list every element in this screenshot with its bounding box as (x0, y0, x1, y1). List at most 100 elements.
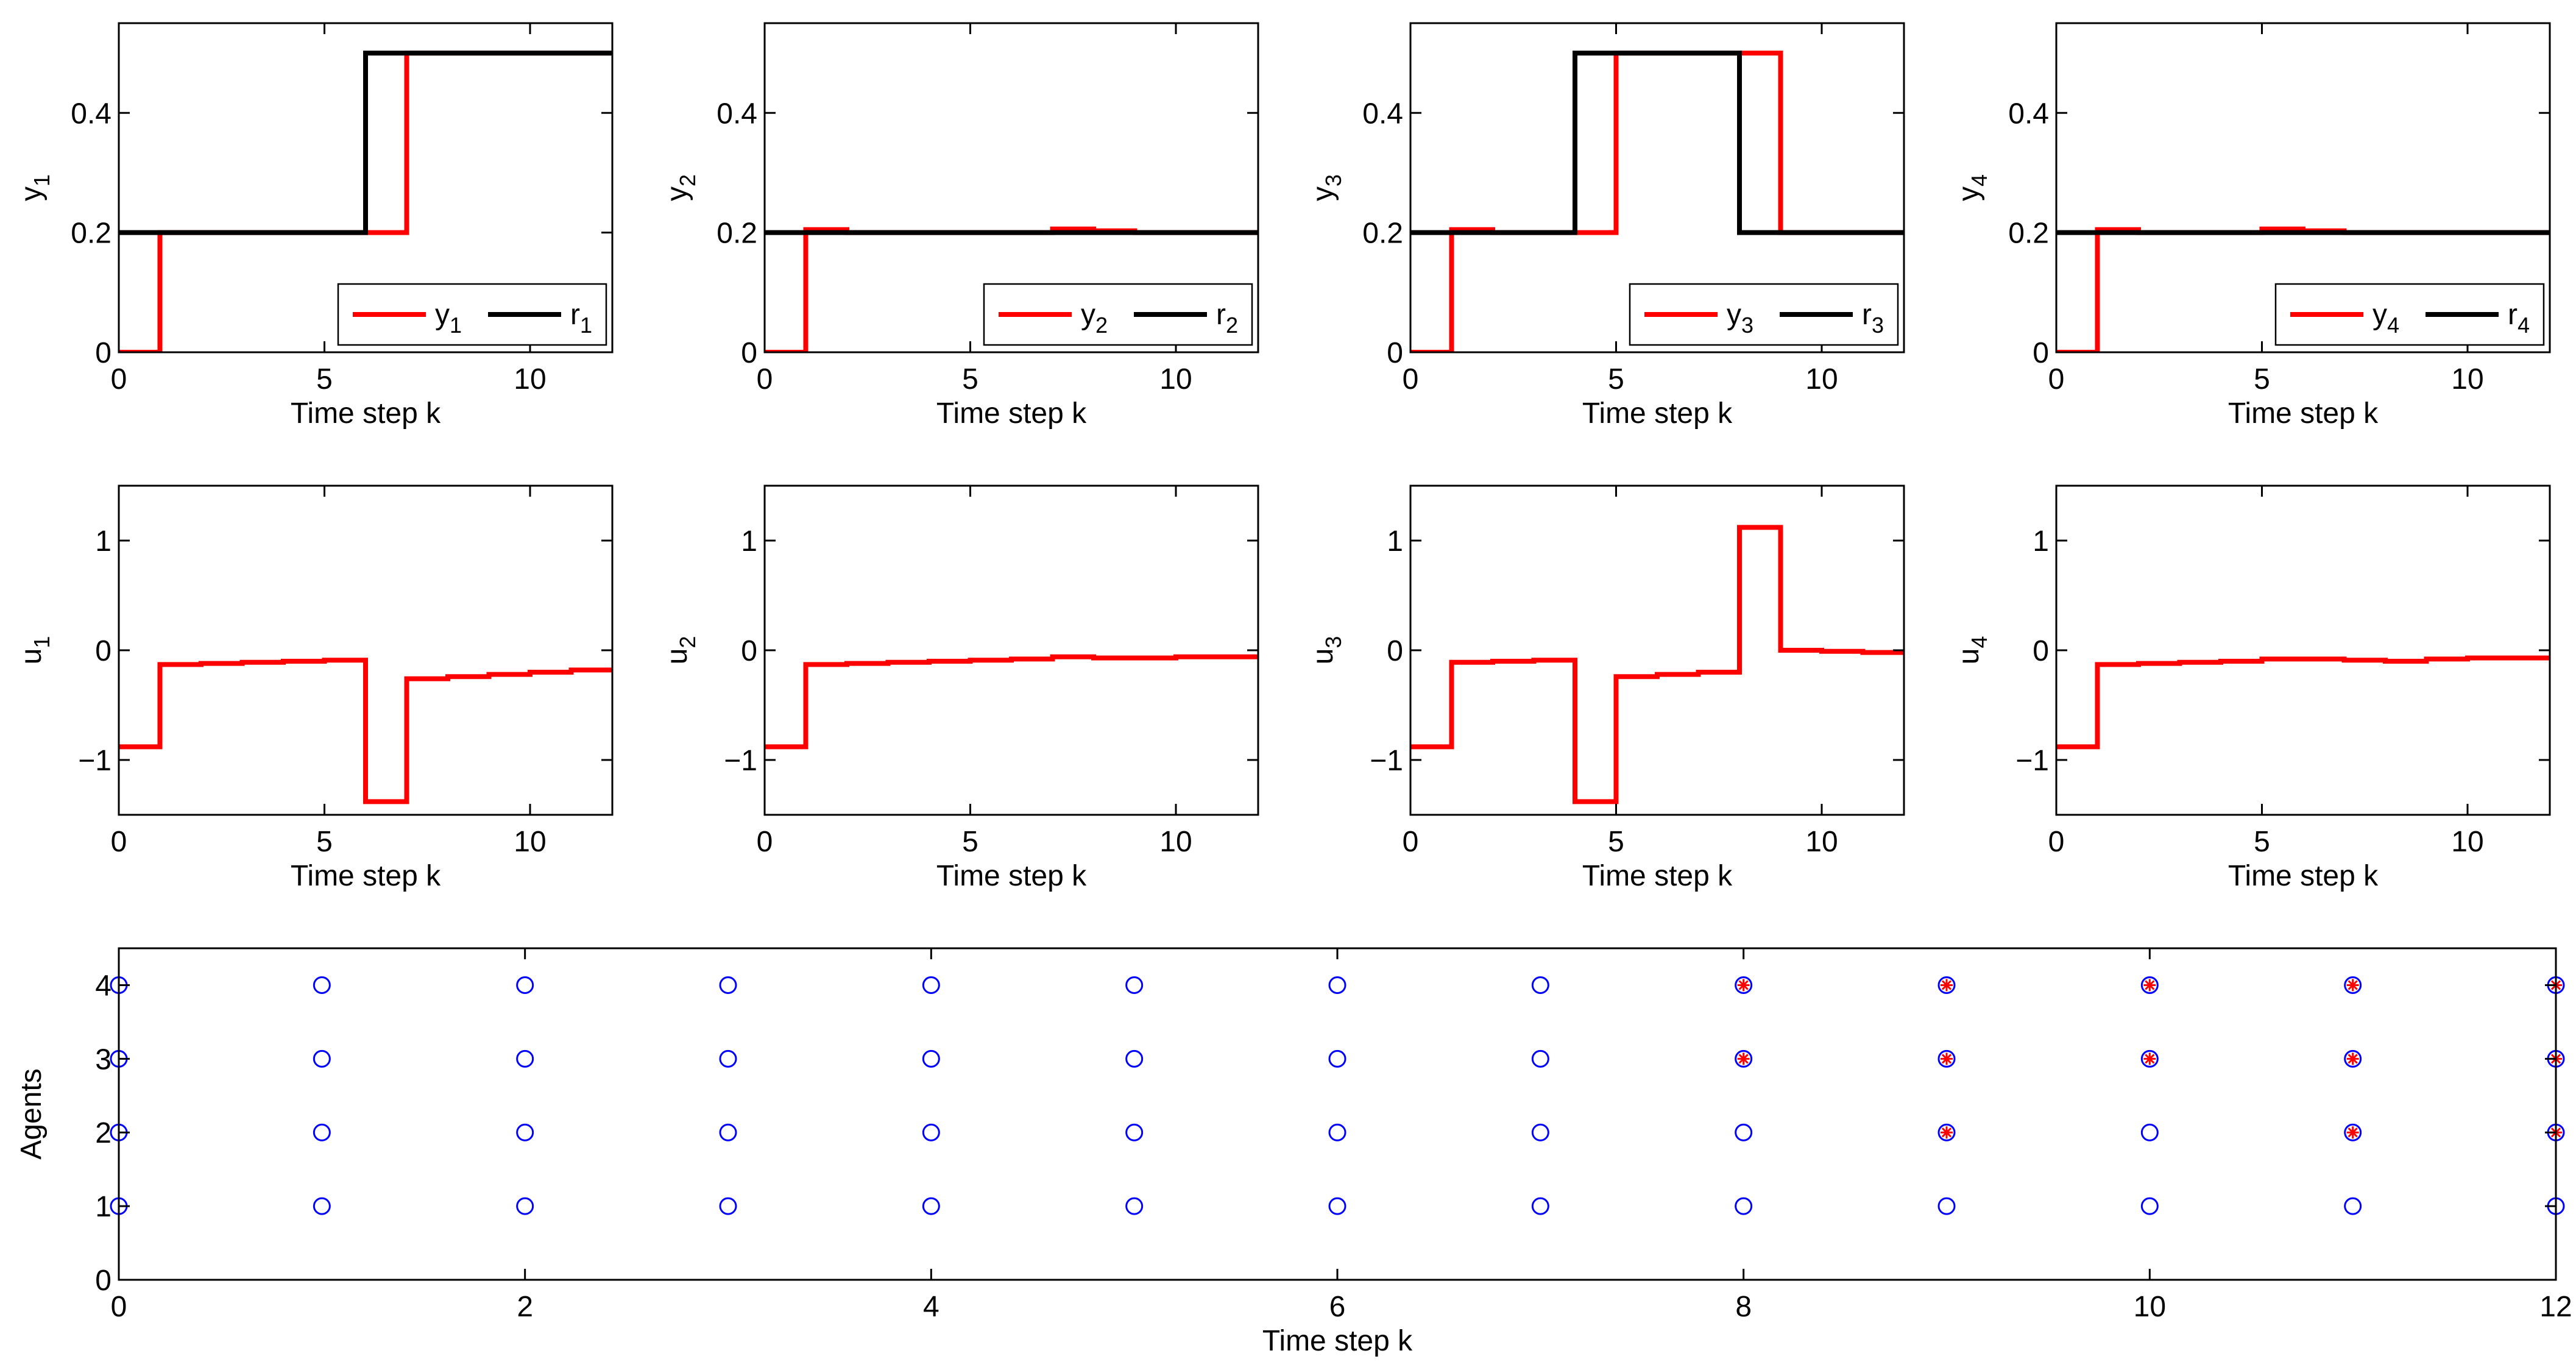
y-axis-label-sub: 1 (29, 636, 54, 648)
y-axis-label-main: Agents (15, 1068, 48, 1159)
y-axis-label: u4 (1953, 636, 1992, 665)
y-tick-label: 3 (95, 1043, 111, 1076)
agent-2-k6-circle (1328, 1123, 1346, 1141)
agent-3-k2-circle (516, 1049, 534, 1068)
axes-box (763, 22, 1259, 353)
agent-4-k8-circle (1735, 976, 1753, 994)
legend-label-sub: 1 (580, 313, 592, 338)
agent-3-k6-circle (1328, 1049, 1346, 1068)
legend-label-y4: y4 (2373, 299, 2399, 338)
agent-3-k11-star (2346, 1052, 2359, 1065)
x-tick-label: 5 (316, 826, 333, 858)
agent-4-k4-circle (922, 976, 940, 994)
agent-3-k11-circle (2344, 1049, 2362, 1068)
y-axis-label-sub: 2 (675, 636, 700, 648)
legend-label-sub: 3 (1872, 313, 1884, 338)
agent-1-k2-circle (516, 1197, 534, 1215)
y-axis-label-main: u (1953, 648, 1985, 665)
legend-label-main: y (1081, 299, 1095, 331)
agent-4-k10-star (2143, 979, 2156, 992)
agent-2-k7-circle (1531, 1123, 1549, 1141)
y-axis-label-main: u (1307, 648, 1339, 665)
agent-2-k3-circle (719, 1123, 737, 1141)
agent-3-k9-star (1941, 1052, 1953, 1065)
legend-label-main: r (570, 299, 580, 331)
y-tick-label: 0.2 (71, 218, 111, 250)
y-tick-label: 0 (95, 337, 111, 369)
agent-4-k5-circle (1125, 976, 1144, 994)
agent-4-k11-star (2346, 979, 2359, 992)
y-axis-label-sub: 2 (675, 174, 700, 186)
star-stroke (1941, 1127, 1952, 1138)
agent-2-k11-star (2346, 1126, 2359, 1139)
y-axis-label: y4 (1953, 174, 1992, 201)
y-axis-label-sub: 4 (1967, 636, 1992, 648)
star-stroke (2145, 1054, 2155, 1064)
agent-2-k5-circle (1125, 1123, 1144, 1141)
y-tick-label: 0 (95, 1265, 111, 1297)
x-tick-label: 0 (1403, 826, 1419, 858)
agent-1-k10-circle (2140, 1197, 2159, 1215)
agent-2-k11-circle (2344, 1123, 2362, 1141)
agent-1-k6-circle (1328, 1197, 1346, 1215)
agent-1-k9-circle (1937, 1197, 1956, 1215)
agent-2-k4-circle (922, 1123, 940, 1141)
y-axis-label: u1 (15, 636, 54, 665)
plot-area (2056, 655, 2550, 750)
x-tick-label: 4 (923, 1291, 939, 1323)
agent-2-k9-star (1941, 1126, 1953, 1139)
plot-area (119, 51, 612, 352)
x-tick-label: 5 (2254, 363, 2270, 396)
y-axis-label: y1 (15, 174, 54, 201)
agent-1-k8-circle (1735, 1197, 1753, 1215)
legend-label-y3: y3 (1727, 299, 1753, 338)
y-tick-label: 4 (95, 970, 111, 1002)
x-tick-label: 0 (1403, 363, 1419, 396)
legend-label-r4: r4 (2508, 299, 2530, 338)
x-tick-label: 10 (2134, 1291, 2166, 1323)
plot-area (1410, 51, 1904, 352)
star-stroke (2348, 1054, 2358, 1064)
agent-1-k1-circle (313, 1197, 331, 1215)
legend-label-sub: 4 (2387, 313, 2399, 338)
y-tick-label: 0.2 (717, 218, 757, 250)
x-axis-label: Time step k (2228, 397, 2379, 430)
x-tick-label: 6 (1329, 1291, 1346, 1323)
x-tick-label: 0 (757, 363, 773, 396)
x-tick-label: 10 (514, 826, 546, 858)
x-tick-label: 10 (1159, 826, 1192, 858)
agent-1-k3-circle (719, 1197, 737, 1215)
y-axis-label-main: y (1953, 186, 1985, 201)
x-tick-label: 0 (2048, 363, 2065, 396)
legend-label-main: r (2508, 299, 2518, 331)
y-tick-label: 0.4 (2008, 98, 2049, 130)
x-tick-label: 10 (2451, 826, 2483, 858)
legend-label-sub: 2 (1226, 313, 1238, 338)
chart-u3: 0 5 10 −1 0 1 Time step k u3 (1307, 484, 1905, 892)
agent-4-k3-circle (719, 976, 737, 994)
x-tick-label: 5 (1608, 363, 1624, 396)
axes-box (1409, 22, 1905, 353)
x-tick-label: 5 (316, 363, 333, 396)
agent-2-k9-circle (1937, 1123, 1956, 1141)
y-tick-label: 0 (2033, 337, 2049, 369)
legend-label-r2: r2 (1216, 299, 1238, 338)
agent-3-k7-circle (1531, 1049, 1549, 1068)
agent-4-k1-circle (313, 976, 331, 994)
legend-label-sub: 1 (450, 313, 462, 338)
y-axis-label: u3 (1307, 636, 1346, 665)
agent-3-k5-circle (1125, 1049, 1144, 1068)
plot-area (119, 658, 612, 804)
axes-box (118, 947, 2557, 1281)
legend-label-y2: y2 (1081, 299, 1108, 338)
star-stroke (2348, 1127, 2358, 1138)
x-tick-label: 0 (111, 1291, 127, 1323)
agent-3-k8-circle (1735, 1049, 1753, 1068)
agent-4-k6-circle (1328, 976, 1346, 994)
agent-3-k10-circle (2140, 1049, 2159, 1068)
plot-area (765, 226, 1258, 352)
x-tick-label: 5 (2254, 826, 2270, 858)
y-tick-label: 0.4 (717, 98, 757, 130)
